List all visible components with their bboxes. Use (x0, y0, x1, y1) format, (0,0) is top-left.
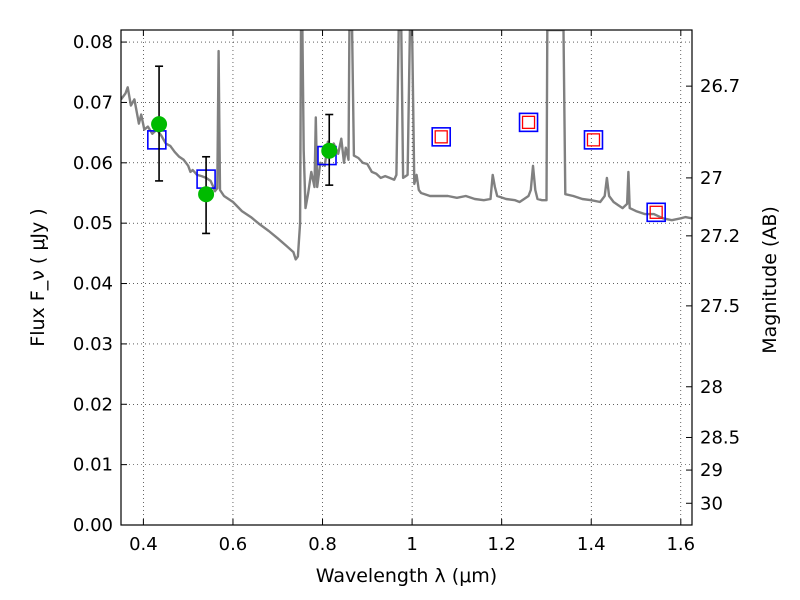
y2-tick-label: 30 (700, 493, 723, 514)
y-tick-label: 0.07 (73, 92, 113, 113)
y2-tick-label: 27 (700, 168, 723, 189)
y2-tick-label: 28 (700, 377, 723, 398)
x-tick-label: 0.4 (129, 534, 158, 555)
x-tick-label: 1.6 (666, 534, 695, 555)
observed-photometry-point (151, 116, 168, 133)
x-tick-label: 0.6 (219, 534, 248, 555)
x-tick-label: 0.8 (308, 534, 337, 555)
y-tick-label: 0.01 (73, 455, 113, 476)
x-axis-label: Wavelength λ (μm) (316, 565, 497, 587)
spectrum-line (121, 30, 692, 261)
y-tick-label: 0.08 (73, 32, 113, 53)
y2-tick-label: 28.5 (700, 427, 740, 448)
model-photometry-point (583, 130, 604, 150)
y-axis-label: Flux F_ν ( μJy ) (27, 208, 49, 346)
upper-limit-point (434, 130, 448, 144)
observed-photometry-point (198, 186, 215, 203)
x-tick-label: 1.2 (487, 534, 516, 555)
model-photometry-point (646, 202, 666, 223)
y-tick-label: 0.06 (73, 153, 113, 174)
y-tick-label: 0.04 (73, 274, 113, 295)
upper-limit-point (649, 205, 663, 219)
y2-tick-label: 27.5 (700, 296, 740, 317)
y-tick-label: 0.03 (73, 334, 113, 355)
y-tick-label: 0.02 (73, 394, 113, 415)
y-tick-label: 0.00 (73, 515, 113, 536)
upper-limit-point (586, 133, 601, 147)
y-tick-label: 0.05 (73, 213, 113, 234)
y2-tick-label: 27.2 (700, 226, 740, 247)
x-tick-label: 1.4 (577, 534, 606, 555)
grid-lines (121, 30, 692, 526)
observed-photometry-point (321, 142, 338, 159)
y2-tick-label: 26.7 (700, 76, 740, 97)
upper-limit-point (521, 115, 536, 130)
x-tick-label: 1 (406, 534, 417, 555)
y2-tick-label: 29 (700, 460, 723, 481)
series-layer (121, 30, 692, 261)
plot-frame (120, 29, 693, 526)
model-photometry-point (518, 112, 539, 133)
y2-axis-label: Magnitude (AB) (759, 206, 781, 354)
ticks-layer: 0.4 0.6 0.8 1 1.2 1.4 1.6 0.00 0.01 0.02 0.03 0.04 0… (73, 30, 740, 555)
model-photometry-point (431, 127, 452, 147)
